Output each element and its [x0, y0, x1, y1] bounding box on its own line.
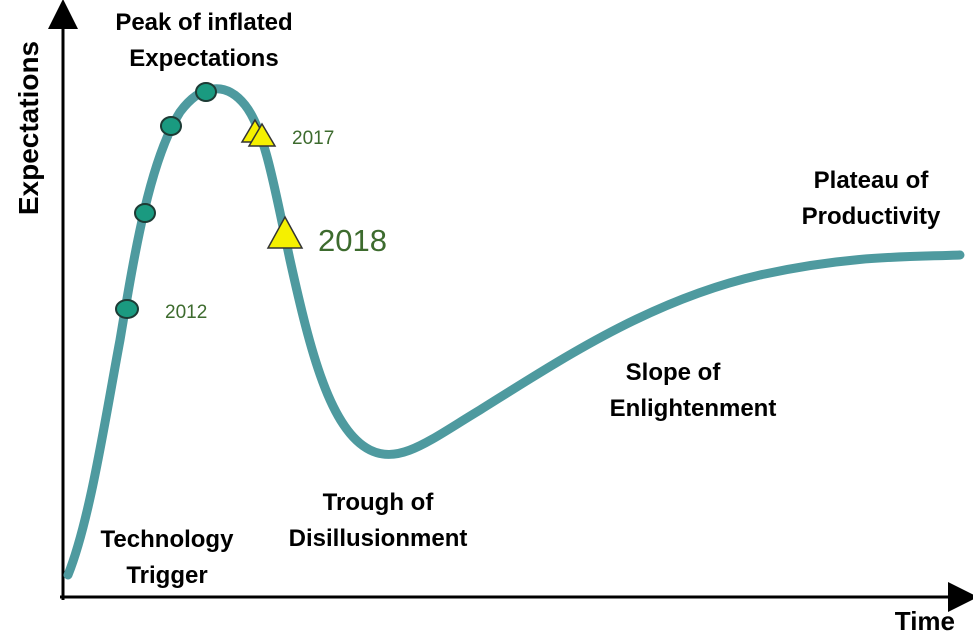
year-label: 2018 [318, 223, 387, 258]
circle-marker [134, 203, 156, 223]
y-axis-label: Expectations [13, 41, 44, 215]
year-label: 2012 [165, 302, 207, 323]
year-label: 2017 [292, 128, 334, 149]
hype-curve [63, 84, 965, 580]
triangles [240, 118, 304, 249]
phase-label: Expectations [129, 45, 278, 72]
triangle-marker [266, 215, 304, 249]
phase-label: Plateau of [814, 167, 930, 194]
phase-label: Slope of [626, 359, 722, 386]
circle-marker [195, 82, 217, 102]
circle-marker [115, 299, 139, 319]
x-axis-label: Time [895, 606, 955, 636]
phase-label: Peak of inflated [115, 9, 292, 36]
triangle-marker [247, 122, 277, 147]
phase-label: Enlightenment [610, 395, 777, 422]
phase-label: Disillusionment [289, 525, 468, 552]
phase-label: Technology [101, 526, 235, 553]
phase-label: Trigger [126, 562, 207, 589]
phase-label: Trough of [323, 489, 435, 516]
phase-label: Productivity [802, 203, 941, 230]
circle-marker [160, 116, 182, 136]
markers [115, 82, 217, 319]
